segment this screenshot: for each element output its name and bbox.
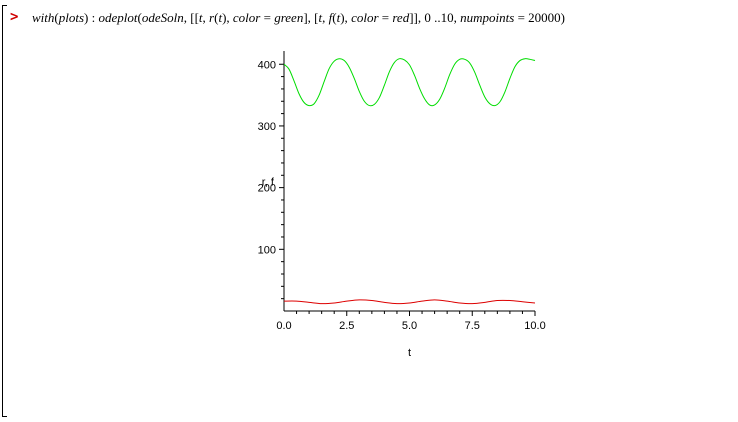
command-token: ( bbox=[332, 10, 337, 25]
command-token: f bbox=[328, 10, 333, 25]
y-tick-label: 200 bbox=[258, 183, 276, 195]
command-token: ) : bbox=[84, 10, 99, 25]
y-tick-label: 400 bbox=[258, 59, 276, 71]
command-token: t bbox=[198, 10, 203, 25]
x-tick-label: 2.5 bbox=[339, 320, 354, 332]
y-tick-label: 100 bbox=[258, 244, 276, 256]
plot-axes: 100 200 300 400 0.0 2.5 5.0 7.5 10.0 bbox=[258, 51, 546, 332]
x-tick-label: 10.0 bbox=[524, 320, 545, 332]
command-token: ], [ bbox=[303, 10, 319, 25]
command-token: ( bbox=[214, 10, 219, 25]
y-tick-label: 300 bbox=[258, 121, 276, 133]
x-tick-label: 5.0 bbox=[402, 320, 417, 332]
command-token: ), bbox=[222, 10, 233, 25]
command-token: r bbox=[209, 10, 215, 25]
command-token: , [[ bbox=[183, 10, 199, 25]
command-token: ( bbox=[137, 10, 142, 25]
command-prompt: > bbox=[10, 9, 19, 25]
plot-series bbox=[283, 58, 536, 305]
command-token: plots bbox=[58, 10, 85, 25]
command-token: , bbox=[202, 10, 210, 25]
command-token: t bbox=[218, 10, 223, 25]
command-token: t bbox=[318, 10, 323, 25]
command-token: green bbox=[274, 10, 304, 25]
command-token: with bbox=[32, 10, 55, 25]
x-axis-label: t bbox=[408, 347, 411, 359]
command-token: = bbox=[378, 10, 393, 25]
command-input-line[interactable]: with(plots) : odeplot(odeSoln, [[t, r(t)… bbox=[32, 10, 565, 26]
command-token: numpoints bbox=[460, 10, 515, 25]
command-token: color bbox=[351, 10, 379, 25]
command-token: ( bbox=[54, 10, 59, 25]
execution-group-bracket[interactable] bbox=[2, 5, 7, 417]
odeplot-chart[interactable]: 100 200 300 400 0.0 2.5 5.0 7.5 10.0 t r, f bbox=[220, 45, 560, 375]
command-token: ]], 0 ..10, bbox=[409, 10, 461, 25]
x-tick-label: 7.5 bbox=[465, 320, 480, 332]
command-token: odeSoln bbox=[141, 10, 184, 25]
command-token: , bbox=[322, 10, 329, 25]
command-token: t bbox=[336, 10, 341, 25]
command-token: = bbox=[260, 10, 275, 25]
x-tick-label: 0.0 bbox=[276, 320, 291, 332]
series-line-r bbox=[283, 58, 536, 107]
command-token: color bbox=[232, 10, 261, 25]
command-token: red bbox=[392, 10, 410, 25]
series-line-f bbox=[283, 299, 536, 305]
command-token: odeplot bbox=[98, 10, 138, 25]
command-token: ), bbox=[340, 10, 352, 25]
y-axis-label: r, f bbox=[262, 176, 275, 188]
command-token: = 20000) bbox=[514, 10, 565, 25]
